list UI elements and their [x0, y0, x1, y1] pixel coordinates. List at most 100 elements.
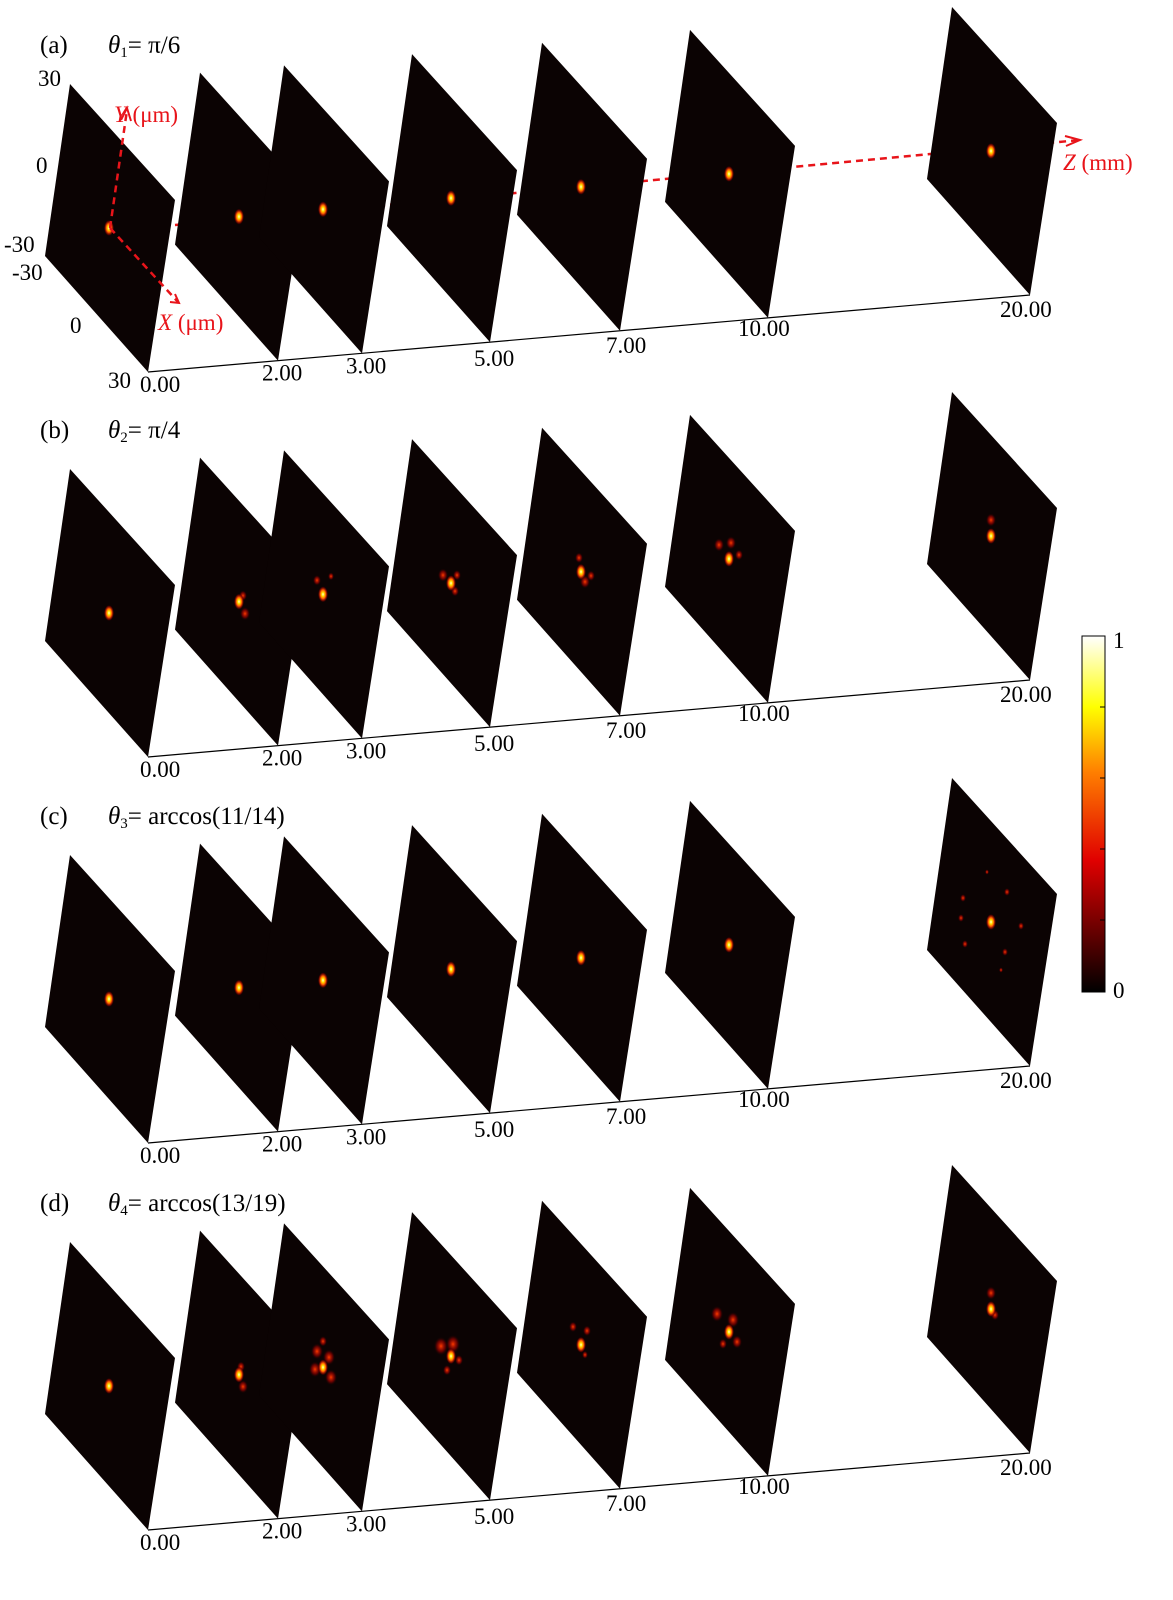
intensity-slice — [387, 439, 517, 728]
central-spot — [446, 190, 456, 207]
intensity-slice — [665, 29, 795, 318]
intensity-slice — [517, 1200, 647, 1489]
side-lobe — [240, 607, 250, 621]
central-spot — [446, 961, 456, 978]
side-lobe — [726, 536, 736, 550]
intensity-slice — [45, 855, 175, 1143]
central-spot — [986, 1301, 996, 1318]
side-lobe — [962, 940, 968, 948]
intensity-slice — [517, 813, 647, 1102]
theta-label: θ2= π/4 — [108, 417, 181, 446]
central-spot — [104, 605, 114, 621]
side-lobe — [1018, 922, 1024, 930]
central-spot — [724, 550, 734, 567]
side-lobe — [1004, 888, 1010, 896]
z-tick-label: 0.00 — [140, 372, 180, 397]
z-tick-label: 2.00 — [262, 1519, 302, 1544]
side-lobe — [732, 1335, 742, 1349]
z-tick-label: 20.00 — [1000, 682, 1052, 707]
central-spot — [318, 1359, 328, 1376]
central-spot — [318, 972, 328, 989]
central-spot — [318, 201, 328, 218]
z-tick-label: 3.00 — [346, 738, 386, 763]
central-spot — [104, 1378, 114, 1394]
intensity-slice — [175, 843, 305, 1132]
side-lobe — [1002, 948, 1008, 956]
panel-row-c: (c) θ3= arccos(11/14) 0.00 2.00 3.00 5.00 7.00… — [40, 778, 1057, 1168]
row-tag: (b) — [40, 417, 69, 444]
central-spot — [104, 991, 114, 1007]
side-lobe — [986, 513, 996, 527]
intensity-slice — [665, 800, 795, 1089]
side-lobe — [455, 1354, 463, 1366]
z-tick-label: 10.00 — [738, 1087, 790, 1112]
arrowhead-icon — [1064, 135, 1084, 147]
z-tick-label: 10.00 — [738, 1474, 790, 1499]
central-spot — [446, 575, 456, 592]
intensity-slice — [927, 1165, 1057, 1454]
arrowhead-icon — [120, 105, 181, 305]
side-lobe — [727, 1312, 739, 1328]
central-spot — [724, 936, 734, 953]
side-lobe — [575, 552, 583, 563]
z-axis-line — [147, 294, 1031, 373]
side-lobe — [711, 1306, 723, 1322]
side-lobe — [238, 1380, 248, 1394]
side-lobe — [985, 869, 989, 875]
axes-annotations: 30 0 -30 -30 0 30 Y (μm) X (μm) Z (mm) — [4, 66, 1133, 393]
side-lobe — [960, 894, 966, 902]
row-tag: (c) — [40, 803, 68, 830]
theta-label: θ3= arccos(11/14) — [108, 803, 285, 832]
z-axis-line — [147, 1452, 1031, 1531]
central-spot — [986, 143, 996, 160]
side-lobe — [434, 1337, 448, 1356]
intensity-slice — [259, 1223, 389, 1512]
x-tick: 0 — [70, 313, 82, 338]
intensity-slice — [517, 427, 647, 716]
intensity-slice — [387, 54, 517, 343]
z-axis-line — [147, 679, 1031, 758]
z-tick-label: 5.00 — [474, 1117, 514, 1142]
panel-row-b: (b) θ2= π/4 0.00 2.00 3.00 5.00 7.00 10.00 20.00 — [40, 392, 1057, 782]
side-lobe — [582, 1350, 588, 1359]
z-tick-label: 7.00 — [606, 1491, 646, 1516]
y-tick: 30 — [38, 66, 61, 91]
side-lobe — [325, 1369, 337, 1386]
intensity-slice — [259, 65, 389, 354]
z-tick-label: 20.00 — [1000, 1455, 1052, 1480]
z-tick-label: 20.00 — [1000, 297, 1052, 322]
panel-row-a: (a) θ1= π/6 0.00 2.00 3.00 5.00 7.00 10.00 20.00 — [40, 7, 1081, 397]
z-tick-label: 5.00 — [474, 1504, 514, 1529]
side-lobe — [583, 1325, 591, 1336]
row-tag: (d) — [40, 1190, 69, 1217]
side-lobe — [438, 568, 448, 582]
z-tick-label: 2.00 — [262, 1132, 302, 1157]
side-lobe — [958, 914, 964, 922]
central-spot — [576, 1336, 586, 1353]
intensity-slice — [45, 469, 175, 757]
x-tick: 30 — [108, 368, 131, 393]
side-lobe — [735, 549, 743, 561]
central-spot — [576, 563, 586, 580]
z-tick-label: 0.00 — [140, 757, 180, 782]
z-tick-label: 3.00 — [346, 1511, 386, 1536]
z-tick-label: 7.00 — [606, 718, 646, 743]
z-axis-arrow — [174, 138, 1081, 227]
z-axis-line — [147, 1065, 1031, 1144]
z-axis-label: Z (mm) — [1063, 150, 1133, 175]
z-tick-label: 10.00 — [738, 316, 790, 341]
intensity-slice — [175, 1230, 305, 1519]
z-tick-label: 20.00 — [1000, 1068, 1052, 1093]
side-lobe — [453, 569, 461, 581]
side-lobe — [714, 538, 724, 552]
central-spot — [986, 914, 996, 931]
colorbar: 1 0 — [1081, 628, 1125, 1003]
z-tick-label: 10.00 — [738, 701, 790, 726]
central-spot — [234, 593, 244, 610]
central-spot — [234, 1366, 244, 1383]
central-spot — [576, 178, 586, 195]
y-tick: 0 — [36, 153, 48, 178]
z-tick-label: 5.00 — [474, 346, 514, 371]
central-spot — [234, 979, 244, 996]
